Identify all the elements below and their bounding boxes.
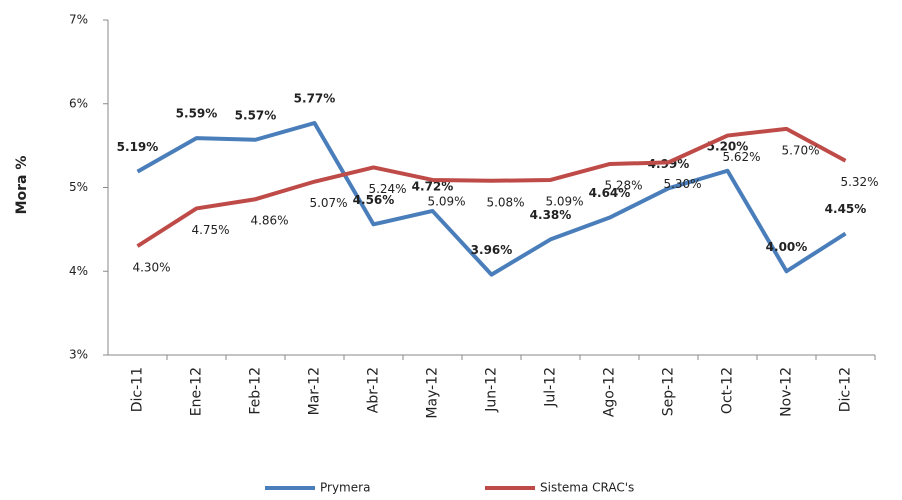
value-label: 5.09% [545,194,583,208]
value-label: 5.70% [781,143,819,157]
y-tick-label: 6% [69,96,88,110]
y-tick-label: 5% [69,180,88,194]
value-label: 4.38% [530,208,572,222]
y-tick-label: 7% [69,13,88,27]
value-label: 4.00% [766,240,808,254]
x-tick-label: Jun-12 [484,367,500,413]
x-tick-label: May-12 [425,367,441,419]
value-label: 3.96% [471,243,513,257]
series-line [136,126,847,248]
value-label: 5.57% [235,108,277,122]
series-line [136,121,847,277]
value-label: 5.30% [663,177,701,191]
x-tick-label: Feb-12 [248,367,264,415]
legend-label: Sistema CRAC's [540,481,634,495]
value-label: 5.62% [722,150,760,164]
value-label: 4.64% [589,186,631,200]
value-label: 4.72% [412,179,454,193]
x-tick-label: Abr-12 [366,367,382,413]
value-label: 5.24% [368,182,406,196]
value-label: 5.59% [176,107,218,121]
x-tick-label: Dic-11 [130,367,146,412]
value-label: 5.28% [604,179,642,193]
value-label: 5.32% [840,175,878,189]
y-axis-title: Mora % [14,156,30,215]
x-tick-label: Jul-12 [543,367,559,408]
value-label: 4.75% [191,223,229,237]
y-tick-label: 4% [69,264,88,278]
legend-label: Prymera [320,481,370,495]
x-tick-label: Mar-12 [307,367,323,415]
x-tick-label: Ene-12 [189,367,205,416]
value-label: 5.20% [707,139,749,153]
value-label: 5.07% [309,196,347,210]
x-tick-label: Ago-12 [602,367,618,417]
x-tick-label: Oct-12 [720,367,736,414]
x-tick-label: Nov-12 [779,367,795,417]
value-label: 4.45% [825,202,867,216]
value-label: 5.09% [427,194,465,208]
x-tick-label: Dic-12 [838,367,854,412]
value-label: 5.08% [486,195,524,209]
value-label: 4.56% [353,193,395,207]
y-tick-label: 3% [69,348,88,362]
value-label: 4.86% [250,214,288,228]
value-label: 4.30% [132,261,170,275]
value-label: 5.77% [294,92,336,106]
x-tick-label: Sep-12 [661,367,677,416]
value-label: 5.19% [117,140,159,154]
